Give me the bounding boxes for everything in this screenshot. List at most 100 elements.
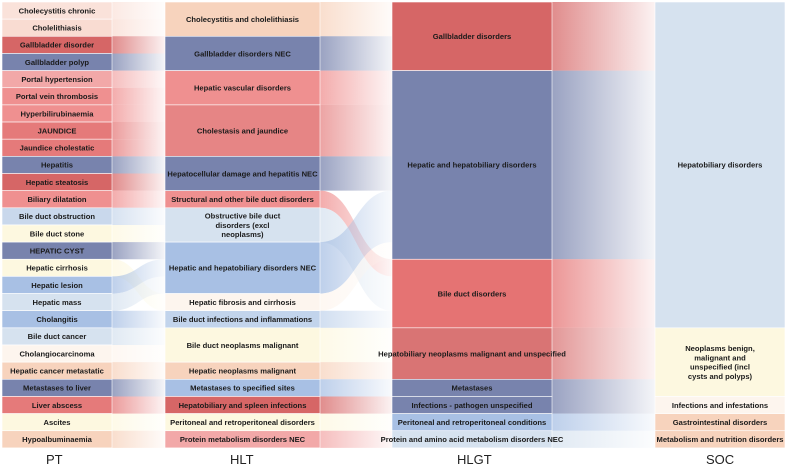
hlgt-node-box: [391, 70, 553, 260]
pt-node: JAUNDICE: [1, 121, 113, 140]
pt-node-label: Portal vein thrombosis: [16, 92, 98, 101]
hlgt-node-label: Gallbladder disorders: [433, 32, 512, 41]
link-pt-hlt: [112, 70, 165, 88]
hlgt-node-label: Hepatobiliary neoplasms malignant and un…: [378, 349, 566, 358]
link-hlt-hlgt: [320, 70, 392, 105]
soc-node-label: Neoplasms benign,: [685, 344, 755, 353]
link-pt-hlt: [112, 207, 165, 225]
pt-node: Cholelithiasis: [1, 18, 113, 37]
pt-node-label: Bile duct cancer: [28, 332, 87, 341]
hlt-node: Bile duct infections and inflammations: [164, 310, 321, 329]
hlgt-node-label: Bile duct disorders: [438, 289, 507, 298]
pt-node-label: Cholangitis: [36, 315, 77, 324]
link-pt-hlt: [112, 53, 165, 71]
pt-node-label: Gallbladder polyp: [25, 58, 89, 67]
pt-node: Cholangitis: [1, 310, 113, 329]
column-label-hlgt: HLGT: [457, 452, 492, 467]
pt-node-label: Metastases to liver: [23, 384, 91, 393]
hlgt-node: Hepatic and hepatobiliary disorders: [391, 70, 553, 260]
pt-node: Hepatic lesion: [1, 276, 113, 294]
pt-node-label: Hepatitis: [41, 161, 73, 170]
hlt-node: Cholestasis and jaundice: [164, 104, 321, 157]
hlt-node-label: Protein metabolism disorders NEC: [180, 435, 306, 444]
link-pt-hlt: [112, 36, 165, 54]
column-label-soc: SOC: [706, 452, 735, 467]
link-hlt-hlgt: [320, 327, 392, 363]
hlt-node-label: Obstructive bile duct: [205, 211, 281, 220]
pt-node: Bile duct cancer: [1, 327, 113, 346]
link-pt-hlt: [112, 190, 165, 208]
pt-node: Portal vein thrombosis: [1, 87, 113, 106]
hlgt-node-label: Metastases: [452, 384, 493, 393]
hlgt-node: Gallbladder disorders: [391, 1, 553, 71]
hlgt-node-label: Infections - pathogen unspecified: [411, 401, 532, 410]
pt-node: Biliary dilatation: [1, 190, 113, 209]
link-hlt-hlgt: [320, 362, 392, 380]
hlt-node: Hepatic vascular disorders: [164, 70, 321, 106]
link-hlt-hlgt: [320, 104, 392, 157]
soc-node-label: Gastrointestinal disorders: [673, 418, 768, 427]
soc-node-label: Hepatobiliary disorders: [678, 161, 763, 170]
pt-node-label: Gallbladder disorder: [20, 41, 94, 50]
pt-node: Bile duct stone: [1, 224, 113, 243]
hlgt-node-box: [391, 1, 553, 71]
pt-node-box: [1, 430, 113, 449]
pt-node-label: Hypoalbuminaemia: [22, 435, 92, 444]
pt-node-label: Portal hypertension: [21, 75, 93, 84]
link-pt-hlt: [112, 156, 165, 174]
hlgt-node: Protein and amino acid metabolism disord…: [381, 430, 564, 449]
pt-node-label: Biliary dilatation: [27, 195, 86, 204]
column-label-pt: PT: [46, 452, 63, 467]
hlt-node: Hepatobiliary and spleen infections: [164, 396, 321, 414]
hlt-node: Hepatic and hepatobiliary disorders NEC: [164, 241, 321, 294]
link-hlt-hlgt: [320, 36, 392, 71]
hlt-node-label: Hepatic and hepatobiliary disorders NEC: [169, 264, 317, 273]
pt-node: Hepatic cirrhosis: [1, 258, 113, 277]
pt-node: Gallbladder polyp: [1, 53, 113, 71]
link-hlgt-soc: [552, 396, 655, 414]
pt-node: Jaundice cholestatic: [1, 138, 113, 157]
sankey-diagram: Cholecystitis chronic Cholelithiasis Gallb…: [1, 1, 786, 449]
link-pt-hlt: [112, 396, 165, 414]
link-hlgt-soc: [552, 259, 655, 328]
pt-node-label: JAUNDICE: [38, 126, 77, 135]
hlgt-node-label: Peritoneal and retroperitoneal condition…: [398, 418, 547, 427]
link-hlt-hlgt: [320, 156, 392, 191]
pt-node: Hypoalbuminaemia: [1, 430, 113, 449]
link-pt-hlt: [112, 2, 165, 20]
soc-node-box: [654, 1, 786, 329]
hlt-node: Cholecystitis and cholelithiasis: [164, 1, 321, 37]
soc-node-label: cysts and polyps): [688, 372, 753, 381]
pt-node-label: Cholecystitis chronic: [19, 6, 96, 15]
link-pt-hlt: [112, 224, 165, 243]
hlt-node: Hepatic fibrosis and cirrhosis: [164, 293, 321, 311]
pt-node: Hepatic steatosis: [1, 173, 113, 191]
hlt-node: Bile duct neoplasms malignant: [164, 327, 321, 363]
link-pt-hlt: [112, 379, 165, 397]
pt-node-label: Bile duct stone: [30, 229, 84, 238]
hlt-node-label: Hepatobiliary and spleen infections: [179, 401, 307, 410]
pt-node: Hepatic cancer metastatic: [1, 361, 113, 380]
hlt-node-box: [164, 104, 321, 157]
soc-node-box: [654, 430, 786, 449]
link-hlt-hlgt: [320, 430, 392, 448]
links-layer: [112, 2, 655, 448]
link-hlgt-soc: [552, 70, 655, 260]
pt-node: Cholangiocarcinoma: [1, 344, 113, 363]
pt-node: Bile duct obstruction: [1, 207, 113, 226]
hlt-node: Hepatic neoplasms malignant: [164, 361, 321, 380]
link-pt-hlt: [112, 19, 165, 37]
link-pt-hlt: [112, 139, 165, 157]
link-hlt-hlgt: [320, 190, 392, 294]
soc-node: Metabolism and nutrition disorders: [654, 430, 786, 449]
pt-node-label: Ascites: [43, 418, 70, 427]
link-hlt-hlgt: [320, 310, 392, 328]
hlt-node-label: Hepatic fibrosis and cirrhosis: [189, 298, 296, 307]
pt-node-label: Cholangiocarcinoma: [19, 349, 95, 358]
hlt-node: Peritoneal and retroperitoneal disorders: [164, 413, 321, 432]
link-hlgt-soc: [552, 379, 655, 397]
hlt-node-label: Bile duct infections and inflammations: [173, 315, 312, 324]
hlt-node-label: Hepatic vascular disorders: [194, 84, 291, 93]
link-pt-hlt: [112, 310, 165, 328]
